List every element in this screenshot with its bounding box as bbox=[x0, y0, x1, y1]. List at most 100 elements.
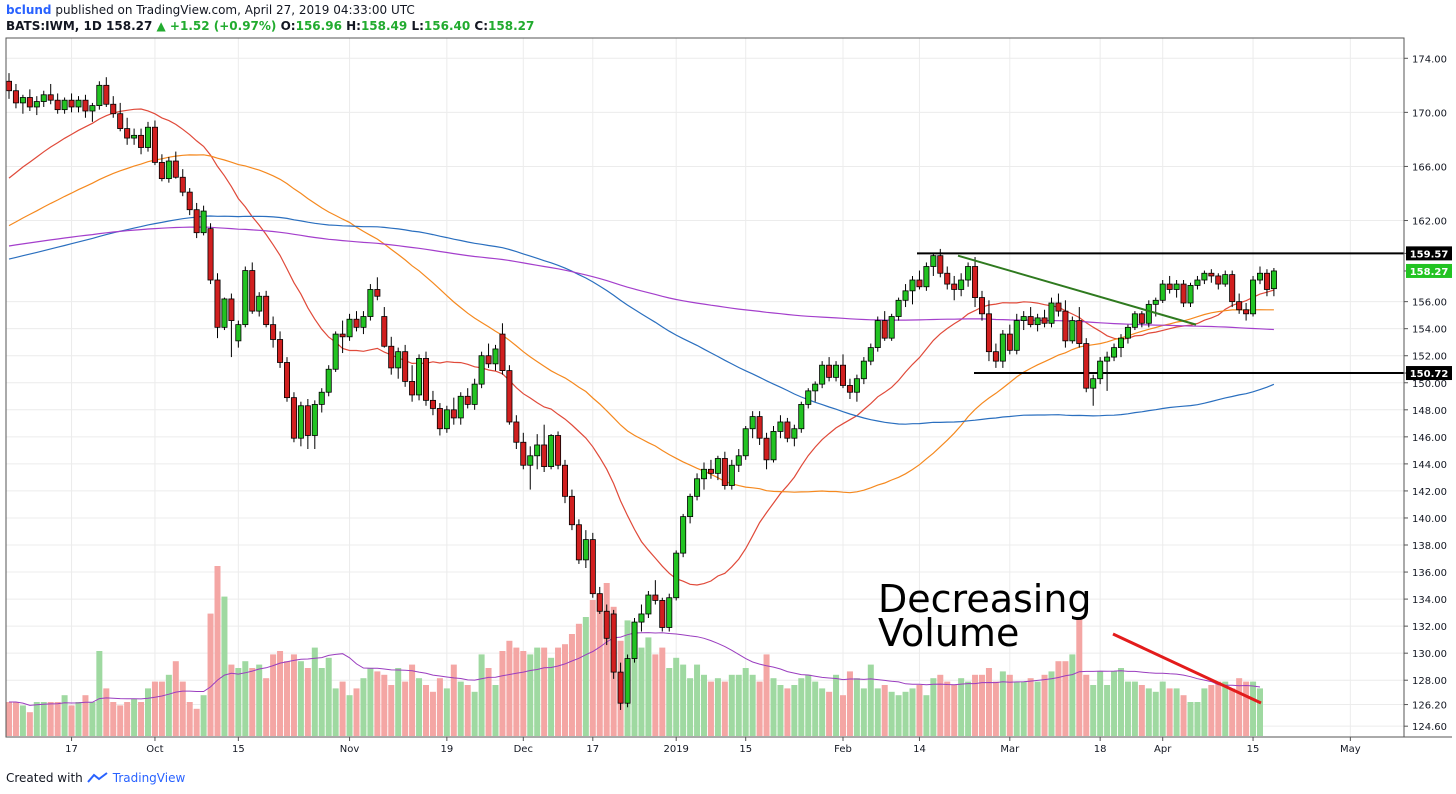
tradingview-link[interactable]: TradingView bbox=[112, 771, 186, 785]
y-tick-label: 140.00 bbox=[1412, 514, 1447, 525]
candle-body bbox=[1201, 272, 1208, 281]
volume-bar bbox=[680, 664, 687, 736]
volume-bar bbox=[555, 647, 562, 736]
volume-bar bbox=[138, 702, 145, 736]
candle-body bbox=[68, 99, 75, 108]
candle-body bbox=[874, 320, 881, 349]
candle-body bbox=[694, 478, 701, 497]
volume-bar bbox=[1215, 681, 1222, 736]
volume-bar bbox=[902, 691, 909, 736]
candle-body bbox=[158, 161, 165, 180]
candle-body bbox=[1069, 320, 1076, 342]
volume-bar bbox=[568, 634, 575, 736]
candle-body bbox=[833, 364, 840, 378]
volume-bar bbox=[840, 695, 846, 736]
candle-body bbox=[12, 90, 19, 104]
volume-bar bbox=[429, 691, 436, 736]
candle-body bbox=[1229, 274, 1236, 303]
volume-bar bbox=[457, 681, 464, 736]
volume-bar bbox=[1062, 661, 1069, 736]
volume-bar bbox=[735, 674, 742, 736]
volume-bar bbox=[979, 674, 985, 736]
volume-bar bbox=[214, 566, 221, 736]
volume-bar bbox=[82, 695, 89, 736]
x-tick-label: 15 bbox=[232, 744, 245, 755]
volume-bar bbox=[131, 698, 138, 736]
volume-bar bbox=[388, 685, 395, 736]
candle-body bbox=[1097, 360, 1104, 380]
candle-body bbox=[1166, 283, 1173, 290]
volume-bar bbox=[277, 651, 284, 736]
volume-bar bbox=[96, 651, 103, 736]
y-tick-label: 126.20 bbox=[1412, 701, 1447, 712]
y-tick-label: 166.00 bbox=[1412, 162, 1447, 173]
y-tick-label: 148.00 bbox=[1412, 406, 1447, 417]
y-tick-label: 136.00 bbox=[1412, 568, 1447, 579]
volume-bar bbox=[19, 705, 26, 736]
candle-body bbox=[339, 333, 346, 338]
candle-body bbox=[707, 468, 714, 474]
volume-bar bbox=[200, 695, 207, 736]
candle-body bbox=[534, 444, 541, 457]
volume-bar bbox=[582, 617, 589, 736]
volume-bar bbox=[881, 685, 888, 736]
volume-bar bbox=[68, 705, 75, 736]
candle-body bbox=[1013, 320, 1020, 351]
volume-bar bbox=[721, 681, 728, 736]
descending-trendline bbox=[957, 254, 1197, 326]
volume-bar bbox=[1208, 685, 1215, 736]
volume-bar bbox=[888, 691, 895, 736]
candle-body bbox=[582, 539, 589, 561]
volume-bar bbox=[1034, 681, 1041, 736]
volume-bar bbox=[506, 640, 513, 736]
volume-bar bbox=[103, 688, 110, 736]
y-tick-label: 154.00 bbox=[1412, 325, 1447, 336]
candle-body bbox=[290, 397, 297, 439]
y-tick-label: 134.00 bbox=[1412, 595, 1447, 606]
volume-bar bbox=[874, 688, 881, 736]
volume-bar bbox=[1187, 702, 1194, 736]
candle-body bbox=[617, 671, 624, 704]
candle-body bbox=[916, 279, 923, 288]
candle-body bbox=[1138, 313, 1145, 324]
candle-body bbox=[395, 351, 402, 369]
candle-body bbox=[506, 370, 513, 423]
y-tick-label: 142.00 bbox=[1412, 487, 1447, 498]
candle-body bbox=[770, 431, 777, 461]
volume-bar bbox=[339, 681, 346, 736]
open-label: O: bbox=[280, 19, 296, 33]
candle-body bbox=[826, 364, 833, 378]
volume-bar bbox=[1229, 688, 1236, 736]
y-tick-label: 144.00 bbox=[1412, 460, 1447, 471]
volume-bar bbox=[270, 654, 277, 736]
volume-bar bbox=[1118, 668, 1124, 736]
close-value: 158.27 bbox=[488, 19, 535, 33]
tradingview-logo-icon bbox=[87, 772, 108, 783]
candle-body bbox=[179, 176, 186, 193]
volume-bar bbox=[6, 702, 12, 736]
candle-body bbox=[763, 437, 770, 461]
volume-bar bbox=[54, 702, 61, 736]
candle-body bbox=[1270, 270, 1277, 290]
candle-body bbox=[1159, 283, 1166, 301]
volume-bar bbox=[1243, 681, 1250, 736]
author-link[interactable]: bclund bbox=[6, 3, 52, 17]
volume-bar bbox=[1069, 654, 1076, 736]
volume-bar bbox=[1020, 681, 1027, 736]
candle-body bbox=[1124, 326, 1131, 339]
candle-body bbox=[548, 435, 555, 467]
y-tick-label: 152.00 bbox=[1412, 352, 1447, 363]
volume-bar bbox=[951, 685, 958, 736]
candle-body bbox=[596, 593, 603, 612]
footer-text: Created with bbox=[6, 771, 83, 785]
candle-body bbox=[1034, 317, 1041, 326]
x-tick-label: Dec bbox=[514, 744, 533, 755]
volume-bar bbox=[534, 647, 541, 736]
volume-bar bbox=[89, 702, 96, 736]
x-tick-label: May bbox=[1340, 744, 1361, 755]
volume-bar bbox=[645, 637, 652, 736]
y-tick-label: 128.00 bbox=[1412, 676, 1447, 687]
candle-body bbox=[846, 385, 853, 393]
candle-body bbox=[450, 409, 457, 419]
